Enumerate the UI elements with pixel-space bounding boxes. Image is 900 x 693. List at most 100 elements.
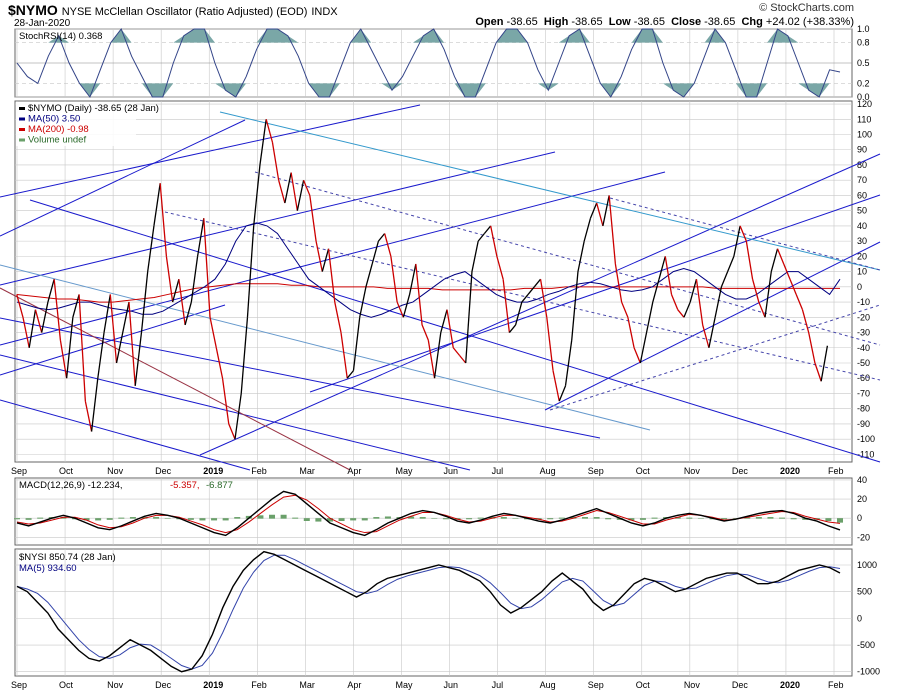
- macd-histogram-bar: [326, 518, 333, 522]
- x-tick-label: Dec: [155, 466, 172, 476]
- nymo-price-segment: [477, 233, 485, 242]
- nymo-tick: -110: [857, 449, 874, 459]
- ma200-line: [16, 283, 840, 303]
- macd-histogram-bar: [338, 518, 345, 521]
- macd-histogram-bar: [628, 518, 635, 521]
- nymo-price-segment: [708, 317, 716, 348]
- nymo-price-segment: [271, 142, 280, 181]
- x-tick-label: 2020: [780, 466, 800, 476]
- nymo-price-segment: [490, 225, 498, 257]
- chart-title: $NYMO NYSE McClellan Oscillator (Ratio A…: [8, 2, 338, 18]
- nymo-price-segment: [795, 294, 804, 310]
- macd-histogram-bar: [303, 518, 310, 521]
- macd-histogram-bar: [384, 516, 391, 519]
- macd-histogram-bar: [222, 518, 229, 521]
- nymo-price-segment: [259, 119, 267, 166]
- nymo-price-segment: [695, 279, 704, 325]
- x-tick-label-bottom: Aug: [540, 680, 556, 690]
- macd-histogram-bar: [431, 518, 438, 519]
- credit: © StockCharts.com: [759, 2, 854, 14]
- macd-histogram-bar: [234, 517, 241, 519]
- x-tick-label-bottom: 2020: [780, 680, 800, 690]
- trend-line: [0, 171, 666, 346]
- macd-histogram-bar: [153, 517, 160, 519]
- nymo-price-segment: [327, 248, 336, 303]
- nymo-price-segment: [346, 370, 354, 379]
- nymo-price-segment: [90, 378, 99, 432]
- nymo-price-segment: [689, 279, 698, 303]
- x-tick-label-bottom: Oct: [636, 680, 651, 690]
- nysi-tick: 500: [857, 587, 872, 597]
- stochrsi-tick: 0.0: [857, 92, 870, 102]
- trend-line-dashed: [609, 197, 881, 271]
- nymo-legend-entry: $NYMO (Daily) -38.65 (28 Jan): [28, 103, 159, 114]
- x-tick-label: Apr: [347, 466, 361, 476]
- x-tick-label-bottom: May: [395, 680, 413, 690]
- macd-tick: 20: [857, 494, 867, 504]
- macd-histogram-bar: [605, 518, 612, 520]
- macd-histogram-bar: [616, 518, 623, 520]
- nymo-tick: 50: [857, 206, 867, 216]
- macd-histogram-bar: [837, 518, 843, 523]
- nymo-price-segment: [215, 347, 224, 379]
- macd-histogram-bar: [790, 518, 797, 520]
- nymo-price-segment: [539, 279, 548, 318]
- macd-histogram-bar: [755, 517, 762, 519]
- nymo-tick: -30: [857, 328, 870, 338]
- nymo-price-segment: [97, 332, 105, 379]
- x-tick-label-bottom: Jun: [444, 680, 459, 690]
- nymo-price-segment: [165, 256, 174, 303]
- nymo-price-segment: [302, 179, 311, 196]
- macd-histogram-bar: [419, 517, 426, 519]
- nymo-price-segment: [770, 248, 779, 272]
- x-tick-label: Sep: [11, 466, 27, 476]
- nymo-price-segment: [53, 279, 62, 341]
- nymo-price-segment: [745, 241, 754, 280]
- macd-histogram-bar: [408, 516, 415, 519]
- nymo-price-segment: [521, 294, 529, 303]
- nymo-price-segment: [59, 340, 68, 379]
- nymo-price-segment: [801, 309, 810, 333]
- macd-histogram-bar: [477, 517, 484, 519]
- macd-histogram-bar: [558, 517, 565, 519]
- trend-line: [0, 354, 471, 471]
- stochrsi-overbought-fill: [17, 29, 840, 43]
- macd-histogram-bar: [686, 517, 693, 519]
- macd-histogram-bar: [744, 517, 751, 519]
- macd-histogram-bar: [350, 518, 357, 521]
- nymo-price-segment: [421, 324, 429, 341]
- nymo-price-segment: [159, 183, 168, 257]
- macd-histogram-bar: [512, 518, 519, 519]
- nymo-price-segment: [633, 347, 641, 364]
- nymo-price-segment: [196, 218, 205, 257]
- nymo-price-segment: [571, 271, 579, 341]
- nymo-price-segment: [334, 301, 342, 333]
- nymo-price-segment: [552, 370, 560, 402]
- nymo-price-segment: [727, 256, 735, 272]
- macd-tick: 0: [857, 513, 862, 523]
- nymo-tick: 40: [857, 221, 867, 231]
- nymo-price-segment: [72, 294, 80, 318]
- nymo-price-segment: [783, 263, 791, 280]
- nymo-price-segment: [733, 225, 741, 257]
- nymo-price-segment: [134, 332, 143, 386]
- macd-histogram-bar: [187, 518, 194, 520]
- macd-histogram-bar: [825, 518, 832, 521]
- trend-line-dashed: [254, 171, 881, 346]
- macd-tick: 40: [857, 475, 867, 485]
- macd-tick: -20: [857, 532, 870, 542]
- nymo-price-segment: [589, 202, 598, 219]
- x-tick-label-bottom: Apr: [347, 680, 361, 690]
- macd-histogram-bar: [269, 514, 276, 519]
- nymo-price-segment: [309, 195, 317, 242]
- nymo-price-segment: [677, 309, 685, 318]
- nymo-tick: -40: [857, 343, 870, 353]
- macd-histogram-bar: [25, 518, 32, 520]
- nymo-price-segment: [415, 263, 423, 325]
- nymo-price-segment: [820, 345, 829, 382]
- trend-line-dashed: [164, 211, 881, 381]
- nymo-price-segment: [608, 195, 617, 265]
- nymo-price-segment: [471, 241, 479, 272]
- nymo-tick: 30: [857, 236, 867, 246]
- stochrsi-tick: 0.5: [857, 58, 870, 68]
